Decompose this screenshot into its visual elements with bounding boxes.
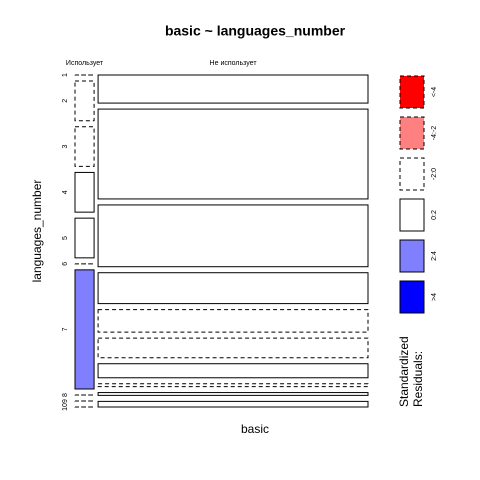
legend-swatch [399, 198, 425, 232]
mosaic-cell [97, 309, 369, 333]
row-label: 8 [62, 393, 69, 397]
mosaic-cell [97, 383, 369, 388]
row-label: 9 [62, 399, 69, 403]
x-axis-label: basic [241, 422, 269, 436]
row-label: 3 [62, 145, 69, 149]
row-label: 1 [62, 73, 69, 77]
mosaic-cell [74, 269, 95, 390]
legend-swatch [399, 75, 425, 109]
legend-swatch [399, 157, 425, 191]
mosaic-cell [97, 337, 369, 359]
mosaic-cell [97, 363, 369, 379]
legend-swatch [399, 116, 425, 150]
row-label: 7 [62, 327, 69, 331]
mosaic-cell [74, 80, 95, 122]
legend-title: Residuals: [411, 351, 425, 407]
legend-label: 2:4 [431, 251, 438, 261]
mosaic-cell [97, 204, 369, 268]
mosaic-cell [74, 217, 95, 259]
column-label: Использует [66, 60, 104, 67]
row-label: 2 [62, 99, 69, 103]
row-label: 6 [62, 262, 69, 266]
legend-title: Standardized [397, 336, 411, 407]
mosaic-cell [97, 108, 369, 200]
column-label: Не использует [210, 60, 258, 67]
legend-swatch [399, 239, 425, 273]
legend-label: 0:2 [431, 210, 438, 220]
chart-title: basic ~ languages_number [165, 23, 346, 39]
row-label: 5 [62, 236, 69, 240]
row-label: 4 [62, 190, 69, 194]
mosaic-cell [97, 400, 369, 408]
mosaic-cell [74, 126, 95, 167]
mosaic-cell [97, 392, 369, 396]
mosaic-cell [97, 74, 369, 104]
mosaic-cell [74, 171, 95, 213]
y-axis-label: languages_number [30, 180, 44, 283]
legend-label: >4 [431, 293, 438, 301]
row-label: 10 [62, 403, 69, 411]
mosaic-cell [97, 272, 369, 305]
legend-label: -4:-2 [431, 126, 438, 141]
legend-swatch [399, 280, 425, 314]
legend-label: -2:0 [431, 168, 438, 180]
legend-label: <-4 [431, 87, 438, 97]
